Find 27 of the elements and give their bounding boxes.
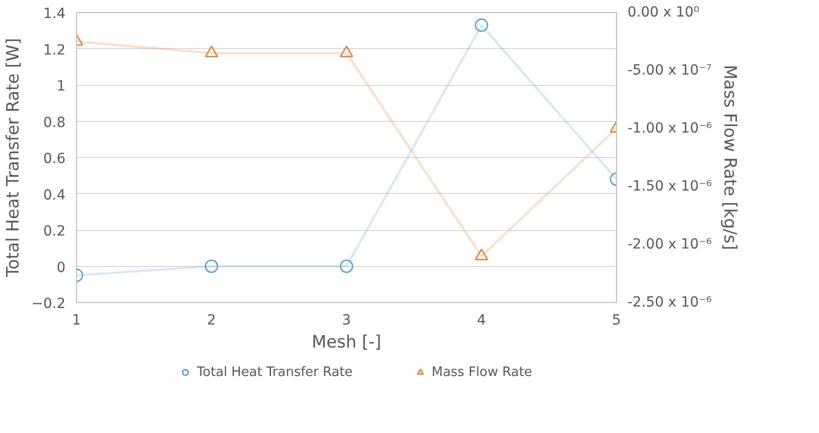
legend-label: Mass Flow Rate <box>432 364 532 380</box>
y2-tick-label: -5.00 x 10⁻⁷ <box>628 62 712 78</box>
y2-axis-title: Mass Flow Rate [kg/s] <box>720 64 740 250</box>
y2-tick-label: 0.00 x 10⁰ <box>628 4 700 20</box>
y-tick-label: 1.4 <box>43 6 66 22</box>
y2-tick-label: -1.50 x 10⁻⁶ <box>628 178 712 194</box>
y-tick-label: 0.6 <box>43 151 66 167</box>
x-tick-label: 4 <box>477 312 486 328</box>
y-tick-label: 0.2 <box>43 224 66 240</box>
point <box>340 46 354 58</box>
x-tick-label: 3 <box>342 312 351 328</box>
y-tick-label: 1 <box>56 78 66 94</box>
x-axis-title: Mesh [-] <box>312 332 382 352</box>
y-axis-title: Total Heat Transfer Rate [W] <box>4 38 24 278</box>
y-tick-label: 0 <box>56 260 66 276</box>
y-tick-label: 1.2 <box>43 42 66 58</box>
y-tick-label: 0.8 <box>43 114 66 131</box>
y2-tick-label: -2.50 x 10⁻⁶ <box>628 294 712 310</box>
legend-label: Total Heat Transfer Rate <box>196 364 353 380</box>
y-tick-label: 0.4 <box>43 187 66 204</box>
y2-tick-label: -2.00 x 10⁻⁶ <box>628 236 712 252</box>
x-tick-label: 5 <box>612 312 621 328</box>
point <box>340 260 354 273</box>
x-tick-label: 1 <box>72 312 81 328</box>
x-tick-label: 2 <box>207 312 216 328</box>
y2-tick-label: -1.00 x 10⁻⁶ <box>628 120 712 136</box>
y-tick-label: −0.2 <box>32 296 66 312</box>
